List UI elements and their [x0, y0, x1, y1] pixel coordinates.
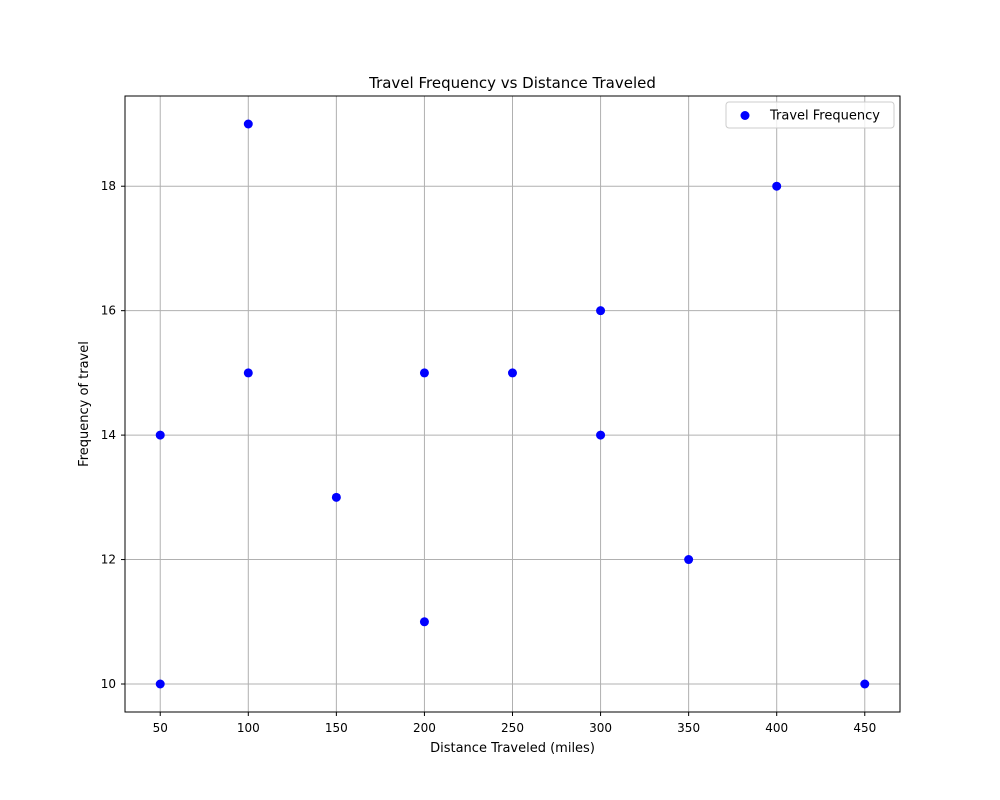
data-point	[772, 181, 782, 191]
data-point	[243, 119, 253, 129]
data-points	[155, 119, 870, 689]
data-point	[596, 306, 606, 316]
x-tick-label: 400	[765, 721, 788, 735]
axes-frame	[124, 95, 901, 713]
x-tick-label: 200	[413, 721, 436, 735]
data-point	[331, 492, 341, 502]
y-tick-label: 16	[101, 304, 116, 318]
chart-title: Travel Frequency vs Distance Traveled	[368, 74, 656, 92]
x-axis-label: Distance Traveled (miles)	[430, 741, 595, 756]
legend-box	[725, 101, 895, 129]
data-point	[155, 430, 165, 440]
x-tick-label: 150	[325, 721, 348, 735]
legend-marker	[740, 111, 750, 120]
plot-area: 50 100 150 200 250 300 350 400 450 10 12 14 16 18	[101, 95, 901, 735]
x-tick-label: 350	[677, 721, 700, 735]
x-tick-label: 250	[501, 721, 524, 735]
legend: Travel Frequency	[725, 101, 895, 129]
data-point	[860, 679, 870, 689]
data-point	[419, 368, 429, 378]
y-tick-label: 12	[101, 553, 116, 567]
y-axis-label: Frequency of travel	[77, 341, 92, 467]
data-point	[243, 368, 253, 378]
y-tick-label: 14	[101, 428, 116, 442]
legend-label-travel-frequency: Travel Frequency	[769, 109, 880, 124]
data-point	[684, 555, 694, 565]
axis-ticks: 50 100 150 200 250 300 350 400 450 10 12 14 16 18	[101, 179, 877, 735]
x-tick-label: 100	[237, 721, 260, 735]
y-tick-label: 18	[101, 179, 116, 193]
grid-lines	[125, 96, 900, 712]
data-point	[596, 430, 606, 440]
x-tick-label: 450	[853, 721, 876, 735]
y-tick-label: 10	[101, 677, 116, 691]
data-point	[508, 368, 517, 378]
data-point	[155, 679, 165, 689]
x-tick-label: 50	[153, 721, 168, 735]
data-point	[419, 617, 429, 627]
x-tick-label: 300	[589, 721, 612, 735]
